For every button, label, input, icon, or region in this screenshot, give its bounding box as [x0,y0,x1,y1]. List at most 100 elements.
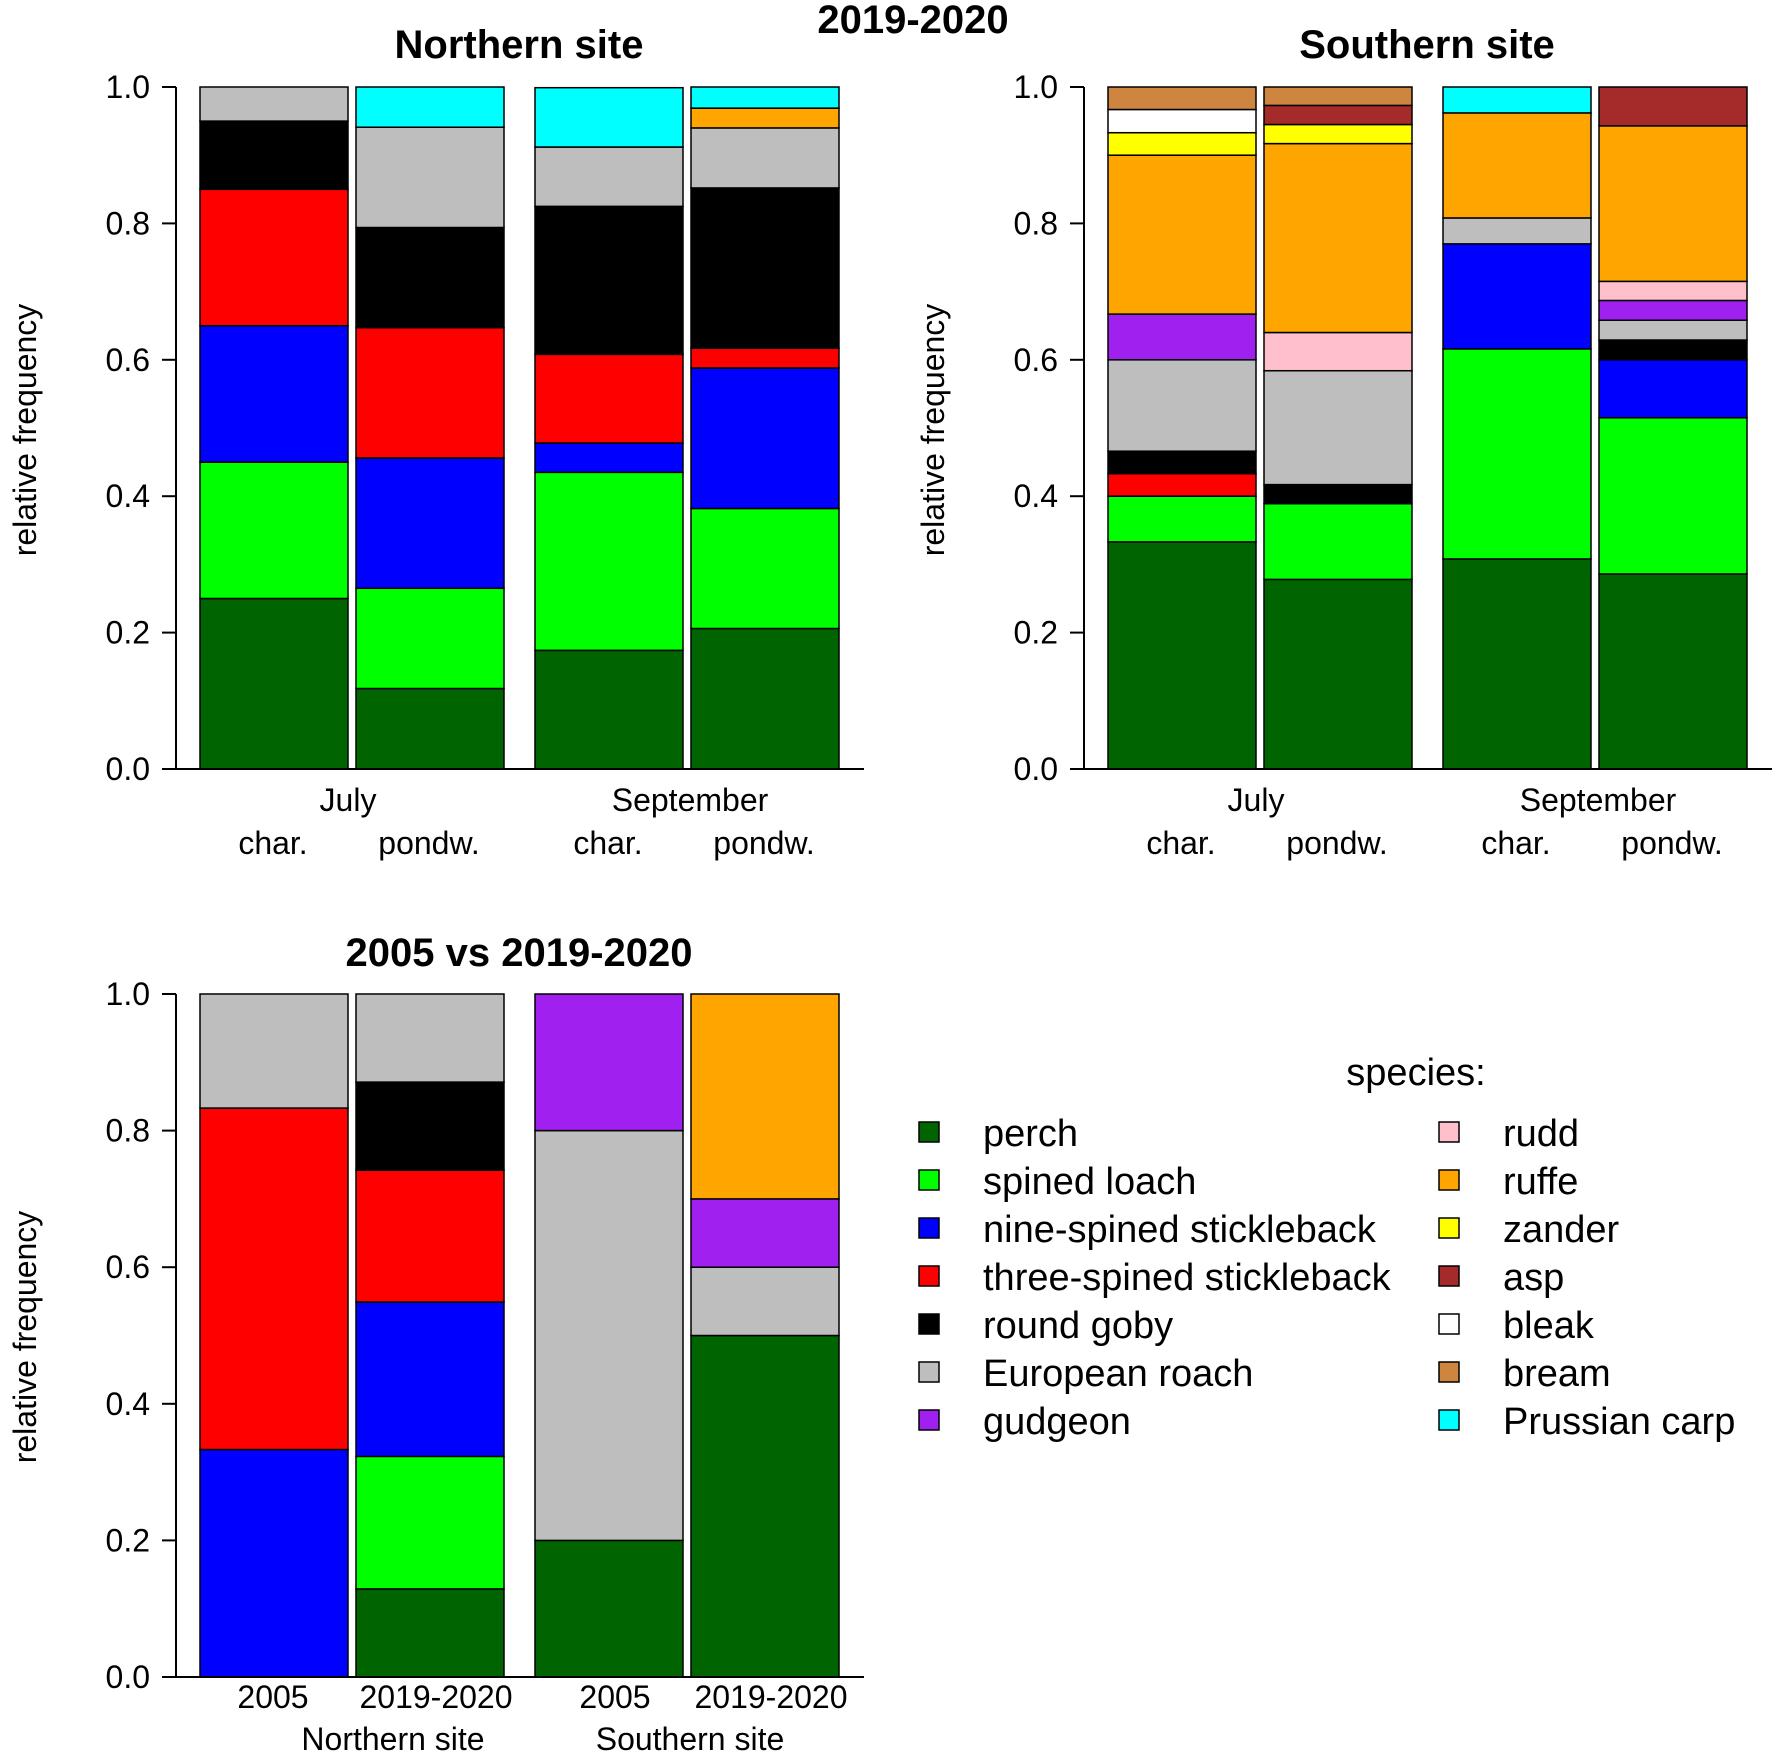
legend-label: bream [1503,1353,1611,1395]
category-label: pondw. [1286,825,1387,861]
bar-segment-nine-spined [355,1301,505,1458]
y-tick-label: 1.0 [106,976,150,1012]
bar-segment-roach [534,146,684,208]
legend-swatch [1438,1169,1460,1191]
bar-segment-three-spined [199,1107,349,1451]
legend-swatch [918,1409,940,1431]
legend-item-ruffe: ruffe [1438,1161,1578,1203]
bar-segment-spined-loach [1263,502,1413,581]
bar-segment-spined-loach [199,461,349,600]
x-axis-labels: char. pondw. char. pondw. July September [1146,782,1722,861]
legend-item-bleak: bleak [1438,1305,1595,1347]
y-tick-label: 0.4 [106,1386,150,1422]
legend-label: round goby [983,1305,1173,1347]
bar-segment-roach [355,126,505,229]
y-tick-label: 0.8 [106,205,150,241]
legend-label: nine-spined stickleback [983,1209,1377,1251]
legend-swatch [1438,1265,1460,1287]
bar-segment-three-spined [1107,472,1257,497]
bar-segment-three-spined [355,1169,505,1303]
bar-segment-round-goby [355,1081,505,1171]
x-axis-labels: 2005 2019-2020 2005 2019-2020 Northern s… [237,1679,847,1757]
bar-stack [1442,86,1592,770]
bar-segment-nine-spined [355,457,505,590]
y-tick-label: 0.8 [106,1113,150,1149]
legend-item-round-goby: round goby [918,1305,1173,1347]
bar-segment-rudd [1598,280,1748,302]
legend-swatch [1438,1217,1460,1239]
bar-stack [534,993,684,1678]
category-label: pondw. [713,825,814,861]
group-label: July [320,782,377,818]
category-label: pondw. [378,825,479,861]
legend-item-zander: zander [1438,1209,1620,1251]
bar-segment-roach [199,993,349,1109]
bar-segment-asp [1263,104,1413,126]
bar-segment-prussian-carp [534,86,684,148]
y-tick-label: 0.6 [106,1249,150,1285]
y-axis: 0.0 0.2 0.4 0.6 0.8 1.0 [106,976,177,1695]
legend-swatch [1438,1121,1460,1143]
legend-label: zander [1503,1209,1620,1251]
bar-segment-perch [355,687,505,770]
legend-swatch [918,1313,940,1335]
bar-segment-ruffe [690,107,840,129]
group-label: July [1228,782,1285,818]
category-label: char. [238,825,307,861]
bar-segment-roach [355,993,505,1083]
bar-stack [534,86,684,770]
bar-segment-bream [1107,86,1257,111]
bar-segment-roach [534,1129,684,1542]
bar-segment-gudgeon [534,993,684,1132]
bar-segment-roach [1442,217,1592,245]
legend-items: perch spined loach nine-spined stickleback… [918,1113,1735,1443]
legend-item-bream: bream [1438,1353,1611,1395]
y-axis-label: relative frequency [915,304,951,557]
legend-item-roach: European roach [918,1353,1253,1395]
bar-segment-spined-loach [1107,495,1257,543]
bar-stack [355,86,505,770]
bar-stack [690,993,840,1678]
category-label: pondw. [1621,825,1722,861]
bar-segment-ruffe [1442,112,1592,219]
panel-title: 2005 vs 2019-2020 [346,931,693,975]
legend-label: asp [1503,1257,1564,1299]
bar-segment-roach [690,127,840,189]
bar-segment-zander [1107,131,1257,156]
legend-label: Prussian carp [1503,1401,1735,1443]
bar-segment-prussian-carp [1442,86,1592,114]
bar-segment-perch [534,649,684,770]
bar-segment-prussian-carp [355,86,505,128]
bar-segment-nine-spined [199,1448,349,1678]
bar-segment-zander [1263,123,1413,145]
bar-segment-spined-loach [355,587,505,690]
bar-stack [1107,86,1257,770]
bar-stack [1598,86,1748,770]
legend-item-three-spined: three-spined stickleback [918,1257,1392,1299]
group-label: Southern site [596,1721,785,1757]
y-tick-label: 0.0 [106,1659,150,1695]
bar-segment-three-spined [690,347,840,369]
bar-segment-spined-loach [1598,417,1748,575]
legend-label: gudgeon [983,1401,1131,1443]
bar-segment-roach [690,1266,840,1337]
category-label: 2005 [237,1679,308,1715]
y-tick-label: 0.4 [1014,478,1058,514]
y-tick-label: 0.6 [1014,342,1058,378]
figure-title: 2019-2020 [817,0,1008,42]
bar-segment-round-goby [1107,450,1257,475]
y-axis-label: relative frequency [7,1211,43,1464]
bar-segment-three-spined [534,353,684,444]
legend-item-rudd: rudd [1438,1113,1579,1155]
legend-label: bleak [1503,1305,1595,1347]
bar-segment-round-goby [1263,483,1413,505]
group-label: September [612,782,769,818]
y-tick-label: 1.0 [106,69,150,105]
category-label: 2005 [579,1679,650,1715]
bar-segment-bleak [1107,108,1257,134]
legend-swatch [918,1169,940,1191]
bar-segment-nine-spined [1598,359,1748,419]
bar-segment-nine-spined [1442,243,1592,350]
legend-item-nine-spined: nine-spined stickleback [918,1209,1377,1251]
